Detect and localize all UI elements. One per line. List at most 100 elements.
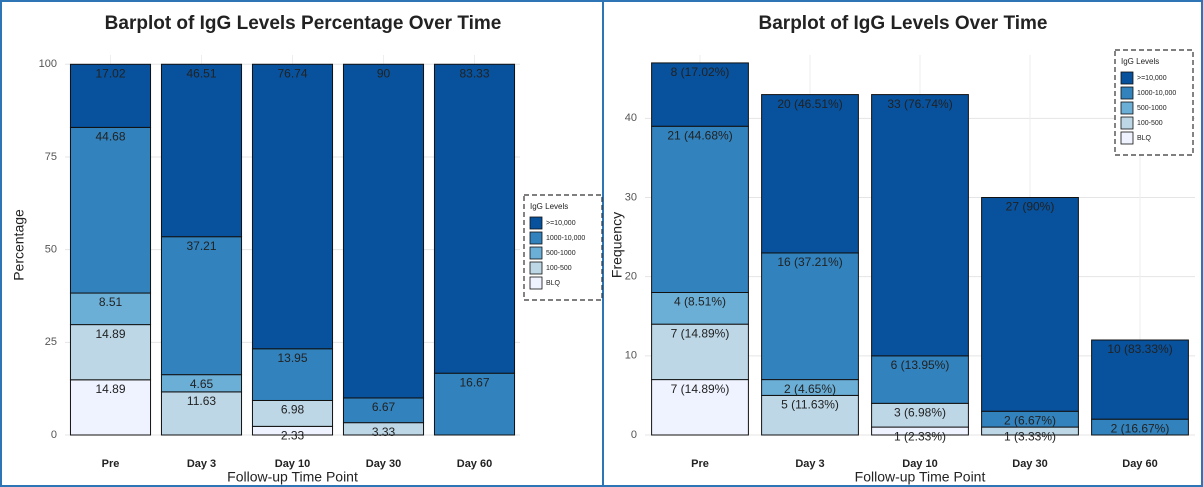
bar-segment bbox=[761, 252, 859, 381]
x-tick-label: Day 30 bbox=[366, 458, 401, 470]
data-label: 6 (13.95%) bbox=[891, 358, 950, 372]
legend-swatch bbox=[529, 276, 543, 290]
data-label: 1 (2.33%) bbox=[894, 429, 946, 443]
bar-segment bbox=[251, 348, 334, 401]
bar-segment bbox=[160, 391, 243, 436]
data-label: 5 (11.63%) bbox=[781, 398, 839, 412]
data-label: 16 (37.21%) bbox=[777, 255, 842, 269]
legend-title: IgG Levels bbox=[530, 202, 568, 211]
bar-segment bbox=[69, 126, 152, 294]
legend-swatch bbox=[1120, 101, 1134, 115]
y-axis-title: Percentage bbox=[11, 209, 27, 281]
data-label: 16.67 bbox=[459, 375, 489, 389]
data-label: 7 (14.89%) bbox=[671, 382, 730, 396]
x-tick-label: Day 60 bbox=[1122, 458, 1157, 470]
data-label: 14.89 bbox=[95, 327, 125, 341]
data-label: 6.67 bbox=[372, 400, 396, 414]
data-label: 11.63 bbox=[187, 394, 216, 408]
data-label: 14.89 bbox=[95, 382, 125, 396]
bar-segment bbox=[1091, 339, 1189, 420]
bar-segment bbox=[69, 292, 152, 326]
y-tick-label: 30 bbox=[625, 191, 637, 203]
x-tick-label: Pre bbox=[691, 458, 709, 470]
bar-segment bbox=[251, 63, 334, 350]
data-label: 2.33 bbox=[281, 429, 305, 443]
data-label: 8 (17.02%) bbox=[671, 65, 730, 79]
data-label: 17.02 bbox=[95, 66, 125, 80]
data-label: 1 (3.33%) bbox=[1004, 429, 1056, 443]
legend-swatch bbox=[1120, 131, 1134, 145]
bar-segment bbox=[69, 379, 152, 436]
bar-segment bbox=[342, 397, 425, 424]
data-label: 83.33 bbox=[459, 66, 489, 80]
x-tick-label: Day 60 bbox=[457, 458, 492, 470]
legend-title: IgG Levels bbox=[1121, 57, 1159, 66]
data-label: 3 (6.98%) bbox=[894, 406, 946, 420]
data-label: 2 (4.65%) bbox=[784, 382, 836, 396]
y-tick-label: 50 bbox=[45, 244, 57, 256]
x-tick-label: Day 30 bbox=[1012, 458, 1047, 470]
legend-swatch bbox=[529, 231, 543, 245]
bar-segment bbox=[651, 323, 749, 381]
bar-segment bbox=[160, 236, 243, 376]
data-label: 3.33 bbox=[372, 425, 396, 439]
legend-label: 1000-10,000 bbox=[546, 235, 585, 242]
y-tick-label: 75 bbox=[45, 151, 57, 163]
legend-label: >=10,000 bbox=[546, 220, 576, 227]
chart-title: Barplot of IgG Levels Percentage Over Ti… bbox=[105, 13, 502, 34]
data-label: 46.51 bbox=[186, 66, 216, 80]
data-label: 4.65 bbox=[190, 377, 214, 391]
data-label: 21 (44.68%) bbox=[667, 128, 732, 142]
legend-label: >=10,000 bbox=[1137, 75, 1167, 82]
bar-segment bbox=[981, 197, 1079, 412]
legend-swatch bbox=[1120, 86, 1134, 100]
y-axis-title: Frequency bbox=[609, 212, 625, 278]
legend-label: 100-500 bbox=[1137, 120, 1163, 127]
data-label: 37.21 bbox=[186, 239, 216, 253]
data-label: 6.98 bbox=[281, 403, 305, 417]
legend-label: BLQ bbox=[546, 280, 561, 287]
bar-segment bbox=[761, 94, 859, 254]
x-tick-label: Pre bbox=[102, 458, 120, 470]
data-label: 8.51 bbox=[99, 295, 123, 309]
data-label: 44.68 bbox=[95, 130, 125, 144]
bar-segment bbox=[871, 355, 969, 404]
bar-segment bbox=[761, 394, 859, 436]
data-label: 2 (16.67%) bbox=[1111, 421, 1170, 435]
legend-label: 500-1000 bbox=[546, 250, 576, 257]
legend-swatch bbox=[1120, 116, 1134, 130]
data-label: 20 (46.51%) bbox=[777, 97, 842, 111]
y-tick-label: 10 bbox=[625, 350, 637, 362]
x-tick-label: Day 10 bbox=[902, 458, 937, 470]
y-tick-label: 20 bbox=[625, 271, 637, 283]
legend-swatch bbox=[529, 261, 543, 275]
x-tick-label: Day 3 bbox=[187, 458, 216, 470]
chart-title: Barplot of IgG Levels Over Time bbox=[759, 13, 1048, 34]
y-tick-label: 40 bbox=[625, 112, 637, 124]
y-tick-label: 0 bbox=[631, 429, 637, 441]
legend-label: 500-1000 bbox=[1137, 105, 1167, 112]
data-label: 33 (76.74%) bbox=[887, 97, 952, 111]
y-tick-label: 0 bbox=[51, 429, 57, 441]
x-axis-title: Follow-up Time Point bbox=[855, 469, 986, 485]
data-label: 2 (6.67%) bbox=[1004, 413, 1056, 427]
data-label: 76.74 bbox=[277, 66, 307, 80]
x-tick-label: Day 3 bbox=[795, 458, 824, 470]
data-label: 13.95 bbox=[277, 351, 307, 365]
bar-segment bbox=[160, 63, 243, 238]
y-tick-label: 25 bbox=[45, 336, 57, 348]
legend-label: BLQ bbox=[1137, 135, 1152, 142]
bar-segment bbox=[433, 372, 516, 436]
bar-segment bbox=[342, 63, 425, 399]
bar-segment bbox=[69, 63, 152, 128]
data-label: 4 (8.51%) bbox=[674, 295, 726, 309]
data-label: 27 (90%) bbox=[1006, 200, 1055, 214]
legend-swatch bbox=[529, 246, 543, 260]
y-tick-label: 100 bbox=[39, 58, 57, 70]
bar-segment bbox=[651, 62, 749, 127]
bar-segment bbox=[651, 125, 749, 293]
bar-segment bbox=[433, 63, 516, 374]
data-label: 90 bbox=[377, 66, 391, 80]
legend-swatch bbox=[529, 216, 543, 230]
